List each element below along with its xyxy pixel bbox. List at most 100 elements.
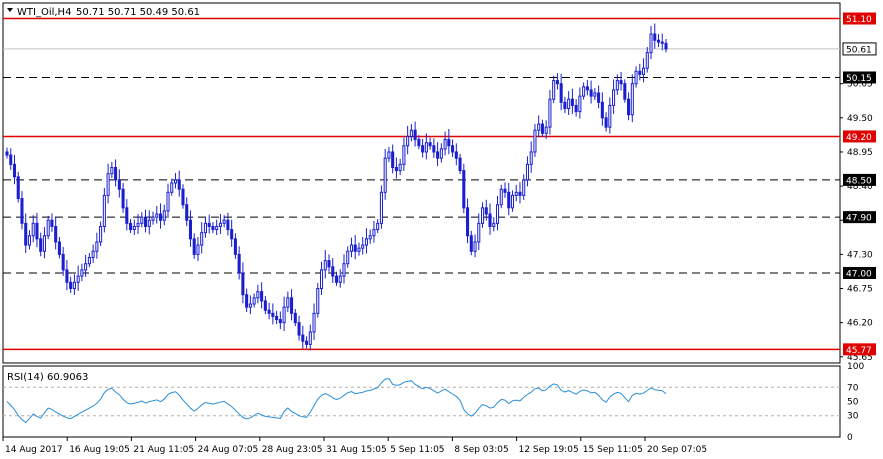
candle-body xyxy=(514,191,518,196)
candle-body xyxy=(114,166,118,181)
candle-body xyxy=(9,154,13,165)
level-tag-3-bg xyxy=(843,173,876,186)
level-tag-4-bg xyxy=(843,211,876,224)
x-tick-label: 12 Sep 19:05 xyxy=(519,445,579,455)
candle-body xyxy=(361,244,365,249)
rsi-tick-label: 50 xyxy=(847,398,859,408)
candle-body xyxy=(275,315,279,321)
level-tag-6-bg xyxy=(843,343,876,356)
level-tag-2-bg xyxy=(843,130,876,143)
current-price-tag-label: 50.61 xyxy=(846,45,872,55)
rsi-label: RSI(14) 60.9063 xyxy=(7,372,88,383)
candle-body xyxy=(72,281,76,290)
candle-body xyxy=(196,244,200,255)
candle-body xyxy=(271,312,275,317)
rsi-tick-label: 0 xyxy=(847,433,853,443)
candle-body xyxy=(567,98,571,110)
candle-body xyxy=(585,86,589,91)
candle-body xyxy=(612,89,616,106)
candle-body xyxy=(402,145,406,165)
candle-body xyxy=(42,235,46,252)
candle-body xyxy=(20,198,24,224)
candle-body xyxy=(615,80,619,91)
candle-body xyxy=(428,142,432,147)
candle-body xyxy=(166,191,170,212)
candle-body xyxy=(305,340,309,345)
level-tag-5-label: 47.00 xyxy=(846,270,872,280)
x-tick-label: 28 Aug 23:05 xyxy=(262,445,323,455)
price-tags: 51.10 50.15 49.20 48.50 47.90 47.00 45.77 50.61 xyxy=(842,12,877,356)
candles xyxy=(5,23,668,351)
candle-body xyxy=(173,179,178,184)
candle-body xyxy=(252,297,256,305)
candle-body xyxy=(338,275,342,283)
candle-body xyxy=(87,256,91,265)
candle-body xyxy=(529,151,533,165)
candle-body xyxy=(436,151,440,159)
candle-body xyxy=(155,213,159,218)
candle-body xyxy=(394,166,398,172)
candle-body xyxy=(368,235,372,240)
candle-body xyxy=(316,288,320,314)
candle-body xyxy=(46,219,50,237)
candle-body xyxy=(645,52,649,69)
y-tick-label: 46.20 xyxy=(847,319,873,329)
candle-body xyxy=(664,42,668,50)
candle-body xyxy=(121,188,125,209)
candle-body xyxy=(99,225,103,243)
candle-body xyxy=(600,101,604,119)
level-tag-3-label: 48.50 xyxy=(846,176,872,186)
candle-body xyxy=(185,204,189,221)
x-tick-label: 15 Sep 11:05 xyxy=(583,445,643,455)
rsi-levels xyxy=(3,386,840,417)
candle-body xyxy=(129,222,133,231)
y-tick-label: 49.50 xyxy=(847,114,873,124)
x-tick-label: 24 Aug 07:05 xyxy=(198,445,259,455)
candle-body xyxy=(537,123,541,131)
x-tick-label: 20 Sep 07:05 xyxy=(647,445,707,455)
candle-body xyxy=(484,207,488,215)
candle-body xyxy=(301,334,305,342)
candle-body xyxy=(466,207,470,237)
candle-body xyxy=(31,222,35,237)
candle-body xyxy=(469,235,473,252)
candle-body xyxy=(293,312,297,324)
candle-body xyxy=(282,306,286,324)
symbol-title: WTI_Oil,H4 xyxy=(17,7,71,18)
x-tick-label: 14 Aug 2017 xyxy=(5,445,63,455)
candle-body xyxy=(480,207,485,224)
candle-body xyxy=(248,303,252,308)
x-tick-label: 31 Aug 15:05 xyxy=(326,445,387,455)
candle-body xyxy=(462,170,466,209)
level-tag-0-label: 51.10 xyxy=(846,15,872,25)
candle-body xyxy=(241,272,245,296)
candle-body xyxy=(383,157,387,193)
triangle-down-icon[interactable] xyxy=(7,8,13,12)
candle-body xyxy=(117,179,121,190)
candle-body xyxy=(290,297,294,314)
candle-body xyxy=(627,98,631,116)
candle-body xyxy=(200,232,204,246)
candle-body xyxy=(574,104,578,113)
candle-body xyxy=(417,139,421,147)
candle-body xyxy=(424,142,428,153)
candle-body xyxy=(544,126,548,134)
candle-body xyxy=(619,80,623,85)
candle-body xyxy=(233,238,237,255)
candle-body xyxy=(76,275,80,283)
candle-body xyxy=(106,173,110,196)
candle-body xyxy=(226,219,230,231)
candle-body xyxy=(379,191,383,224)
candle-body xyxy=(84,263,88,271)
candle-body xyxy=(649,33,653,54)
candle-body xyxy=(170,182,174,193)
candle-body xyxy=(477,222,481,243)
candle-body xyxy=(188,219,193,240)
y-tick-label: 45.65 xyxy=(847,353,873,363)
candle-body xyxy=(458,157,462,172)
candle-body xyxy=(353,244,357,252)
rsi-tick-label: 30 xyxy=(847,412,859,422)
candle-body xyxy=(421,145,425,153)
